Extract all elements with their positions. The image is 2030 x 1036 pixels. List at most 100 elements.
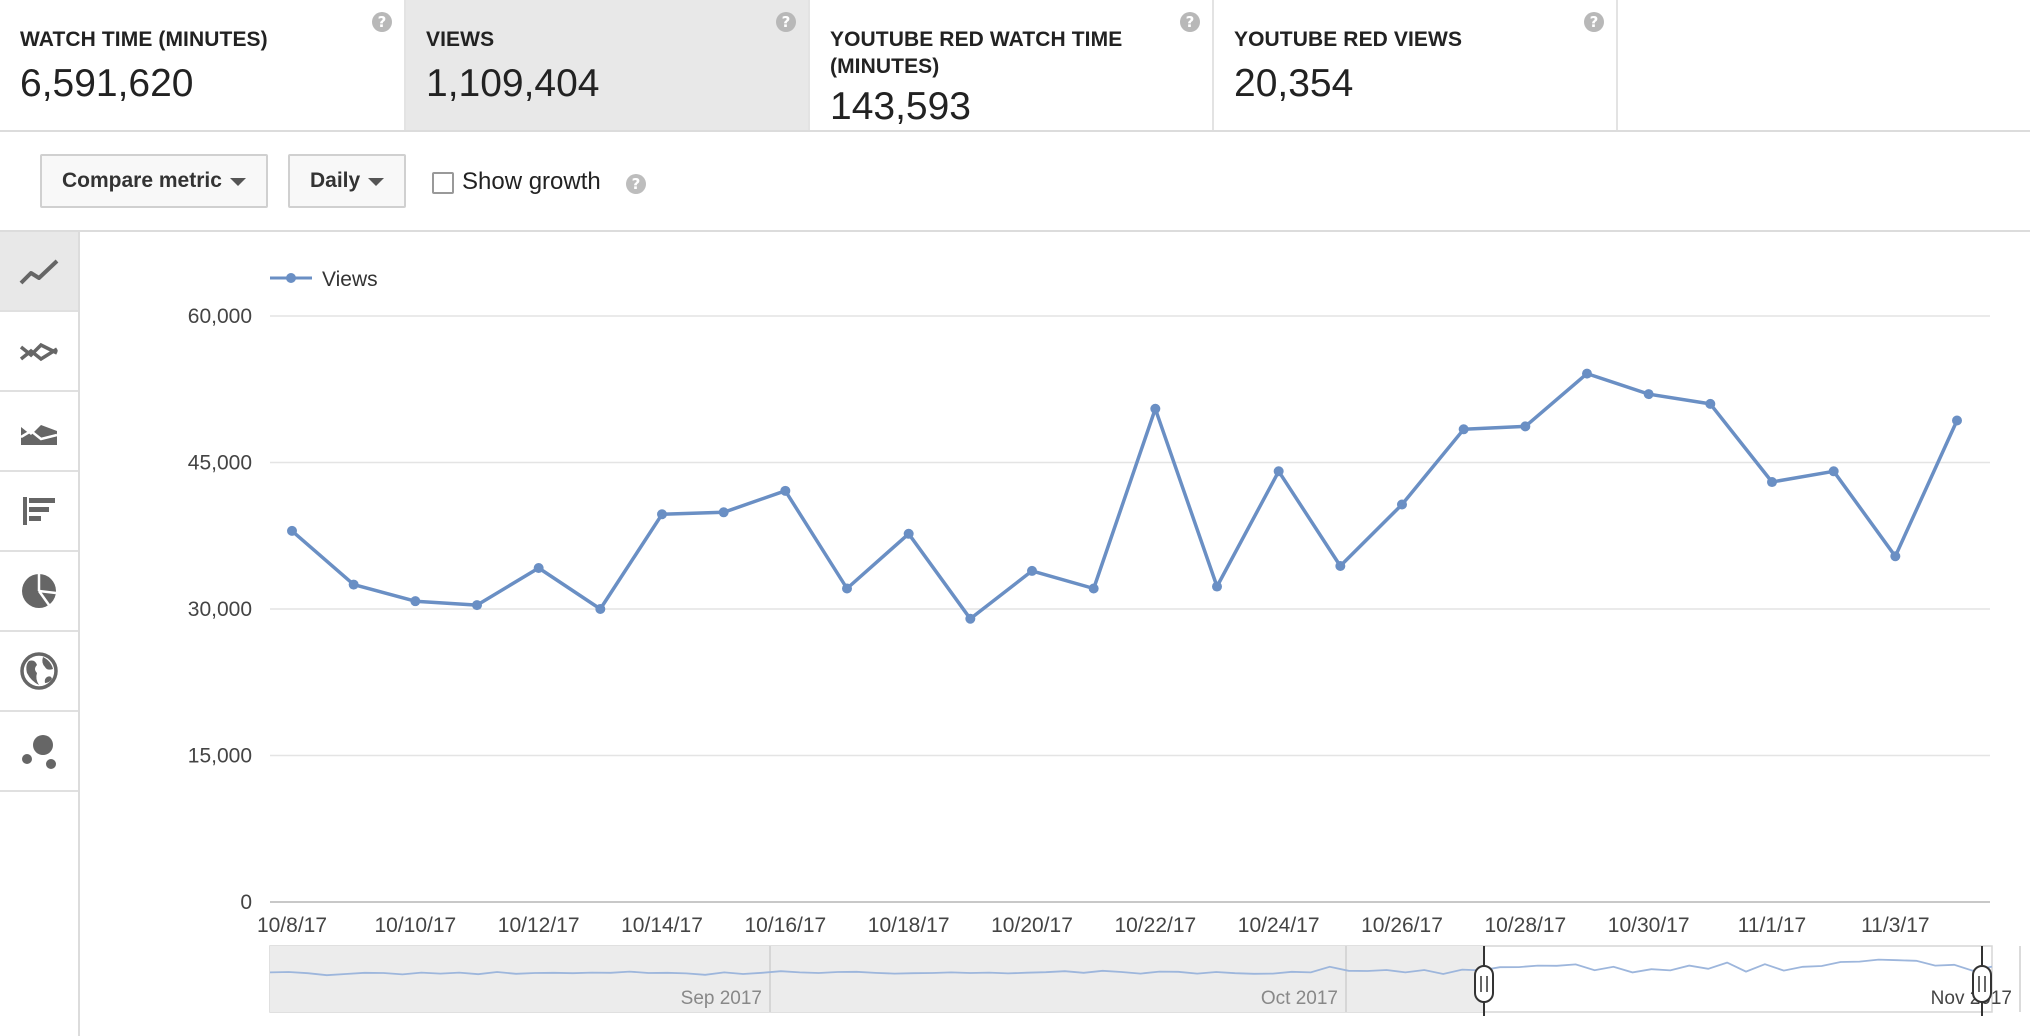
data-point — [1582, 368, 1592, 379]
data-point — [1088, 583, 1099, 594]
y-tick-label: 0 — [240, 891, 252, 914]
navigator-shade — [270, 946, 1485, 1012]
data-point — [595, 604, 606, 614]
navigator-month-label: Oct 2017 — [1261, 988, 1338, 1009]
globe-icon — [20, 652, 58, 690]
navigator-handle[interactable] — [1972, 965, 1992, 1003]
map-chart-button[interactable] — [0, 632, 78, 712]
data-point — [657, 509, 667, 520]
bubble-chart-icon — [22, 735, 56, 769]
show-growth-checkbox[interactable] — [432, 172, 454, 194]
help-icon[interactable]: ? — [626, 174, 646, 194]
x-tick-label: 11/1/17 — [1738, 914, 1807, 937]
help-icon[interactable]: ? — [1584, 12, 1604, 32]
navigator-month-label: Nov 2017 — [1931, 988, 2012, 1009]
legend[interactable]: Views — [270, 268, 378, 291]
metric-label: WATCH TIME (MINUTES) — [20, 28, 268, 51]
y-axis-tick-labels: 0 15,000 30,000 45,000 60,000 — [188, 305, 252, 914]
bar-chart-button[interactable] — [0, 472, 78, 552]
metric-card-red-watch-time[interactable]: YOUTUBE RED WATCH TIME (MINUTES) 143,593… — [810, 0, 1214, 130]
data-point — [533, 562, 544, 573]
x-tick-label: 10/16/17 — [744, 914, 826, 937]
data-point — [1027, 565, 1037, 576]
area-chart-button[interactable] — [0, 392, 78, 472]
bubble-chart-button[interactable] — [0, 712, 78, 792]
x-tick-label: 10/24/17 — [1238, 914, 1320, 937]
x-tick-label: 10/14/17 — [621, 914, 703, 937]
y-tick-label: 30,000 — [188, 598, 252, 621]
legend-swatch-marker — [286, 273, 296, 283]
pie-chart-icon — [22, 574, 57, 608]
x-tick-label: 10/10/17 — [374, 914, 456, 937]
x-tick-label: 10/20/17 — [991, 914, 1073, 937]
navigator-series-line — [269, 958, 1993, 977]
metric-label: YOUTUBE RED WATCH TIME (MINUTES) — [830, 28, 1123, 78]
data-point — [1828, 466, 1839, 477]
data-point — [1952, 415, 1962, 426]
chart-toolbar: Compare metric Daily Show growth ? — [0, 132, 2030, 232]
data-point — [1705, 398, 1716, 409]
caret-down-icon — [230, 178, 246, 186]
compare-metric-dropdown[interactable]: Compare metric — [40, 154, 268, 208]
x-tick-label: 10/18/17 — [868, 914, 950, 937]
navigator-month-label: Sep 2017 — [681, 988, 762, 1009]
pie-chart-button[interactable] — [0, 552, 78, 632]
metric-card-views[interactable]: VIEWS 1,109,404 ? — [406, 0, 810, 130]
data-point — [1767, 477, 1777, 488]
y-tick-label: 15,000 — [188, 745, 252, 768]
metric-cards: WATCH TIME (MINUTES) 6,591,620 ? VIEWS 1… — [0, 0, 2030, 132]
y-tick-label: 60,000 — [188, 305, 252, 328]
x-tick-label: 10/28/17 — [1484, 914, 1566, 937]
metric-card-red-views[interactable]: YOUTUBE RED VIEWS 20,354 ? — [1214, 0, 1618, 130]
multi-line-icon — [19, 342, 58, 362]
data-point — [1150, 403, 1161, 414]
help-icon[interactable]: ? — [1180, 12, 1200, 32]
data-point — [780, 485, 791, 496]
metric-label: YOUTUBE RED VIEWS — [1234, 28, 1463, 51]
range-navigator[interactable]: Sep 2017 Oct 2017 Nov 2017 — [269, 945, 2021, 1016]
metric-value: 6,591,620 — [20, 62, 194, 105]
help-icon[interactable]: ? — [372, 12, 392, 32]
metric-card-watch-time[interactable]: WATCH TIME (MINUTES) 6,591,620 ? — [0, 0, 406, 130]
compare-metric-label: Compare metric — [62, 169, 222, 192]
interval-label: Daily — [310, 169, 361, 192]
line-chart-button[interactable] — [0, 232, 78, 312]
data-point — [965, 613, 976, 624]
y-tick-label: 45,000 — [188, 452, 252, 475]
x-tick-label: 11/3/17 — [1861, 914, 1930, 937]
series-line-views — [290, 371, 1959, 621]
data-point — [718, 507, 729, 518]
show-growth-label[interactable]: Show growth — [462, 168, 601, 195]
x-tick-label: 10/12/17 — [498, 914, 580, 937]
bar-chart-icon — [23, 497, 55, 525]
navigator-handle[interactable] — [1474, 965, 1495, 1003]
data-point — [1397, 499, 1407, 510]
data-point — [903, 528, 914, 539]
metric-value: 20,354 — [1234, 62, 1354, 105]
data-point — [1273, 466, 1284, 477]
metric-label: VIEWS — [426, 28, 495, 51]
chart-type-rail — [0, 232, 80, 1036]
data-point — [1520, 421, 1531, 432]
data-point — [1890, 551, 1901, 562]
grid-lines — [270, 315, 1990, 903]
multi-line-chart-button[interactable] — [0, 312, 78, 392]
data-point — [472, 600, 482, 611]
data-point — [842, 583, 852, 594]
x-tick-label: 10/26/17 — [1361, 914, 1443, 937]
views-line-chart: 0 15,000 30,000 45,000 60,000 10/8/17 10/10/1… — [188, 268, 2021, 1016]
x-tick-label: 10/30/17 — [1608, 914, 1690, 937]
data-point — [1458, 424, 1469, 435]
help-icon[interactable]: ? — [776, 12, 796, 32]
legend-label-views: Views — [322, 268, 378, 291]
metric-value: 143,593 — [830, 85, 971, 128]
line-chart-icon — [19, 259, 59, 285]
data-point — [1212, 581, 1222, 592]
interval-dropdown[interactable]: Daily — [288, 154, 406, 208]
x-axis-tick-labels: 10/8/17 10/10/17 10/12/17 10/14/17 10/16/17 1… — [257, 914, 1930, 937]
data-point — [1643, 389, 1654, 400]
data-point — [410, 596, 421, 607]
caret-down-icon — [368, 178, 384, 186]
area-chart-icon — [20, 425, 58, 445]
data-point — [287, 525, 297, 536]
